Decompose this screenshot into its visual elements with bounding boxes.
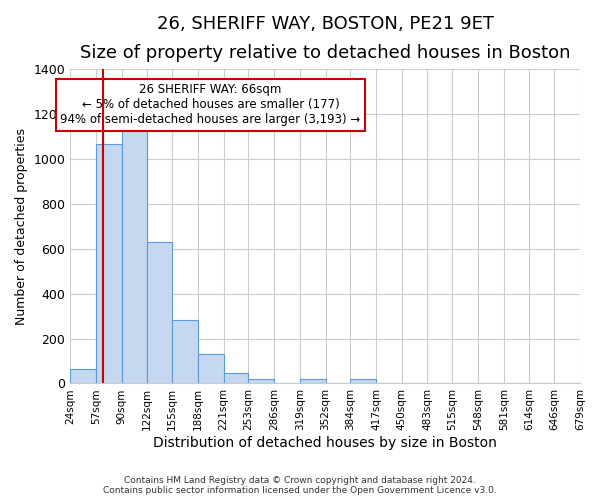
- Bar: [248, 379, 274, 384]
- Bar: [300, 379, 326, 384]
- Text: 26 SHERIFF WAY: 66sqm
← 5% of detached houses are smaller (177)
94% of semi-deta: 26 SHERIFF WAY: 66sqm ← 5% of detached h…: [61, 84, 361, 126]
- Bar: [224, 373, 248, 384]
- Bar: [350, 379, 376, 384]
- Title: 26, SHERIFF WAY, BOSTON, PE21 9ET
Size of property relative to detached houses i: 26, SHERIFF WAY, BOSTON, PE21 9ET Size o…: [80, 15, 571, 62]
- Bar: [122, 124, 146, 384]
- Bar: [70, 369, 96, 384]
- Bar: [146, 242, 172, 384]
- Text: Contains HM Land Registry data © Crown copyright and database right 2024.
Contai: Contains HM Land Registry data © Crown c…: [103, 476, 497, 495]
- X-axis label: Distribution of detached houses by size in Boston: Distribution of detached houses by size …: [153, 436, 497, 450]
- Y-axis label: Number of detached properties: Number of detached properties: [15, 128, 28, 325]
- Bar: [96, 144, 122, 384]
- Bar: [172, 320, 198, 384]
- Bar: [198, 354, 224, 384]
